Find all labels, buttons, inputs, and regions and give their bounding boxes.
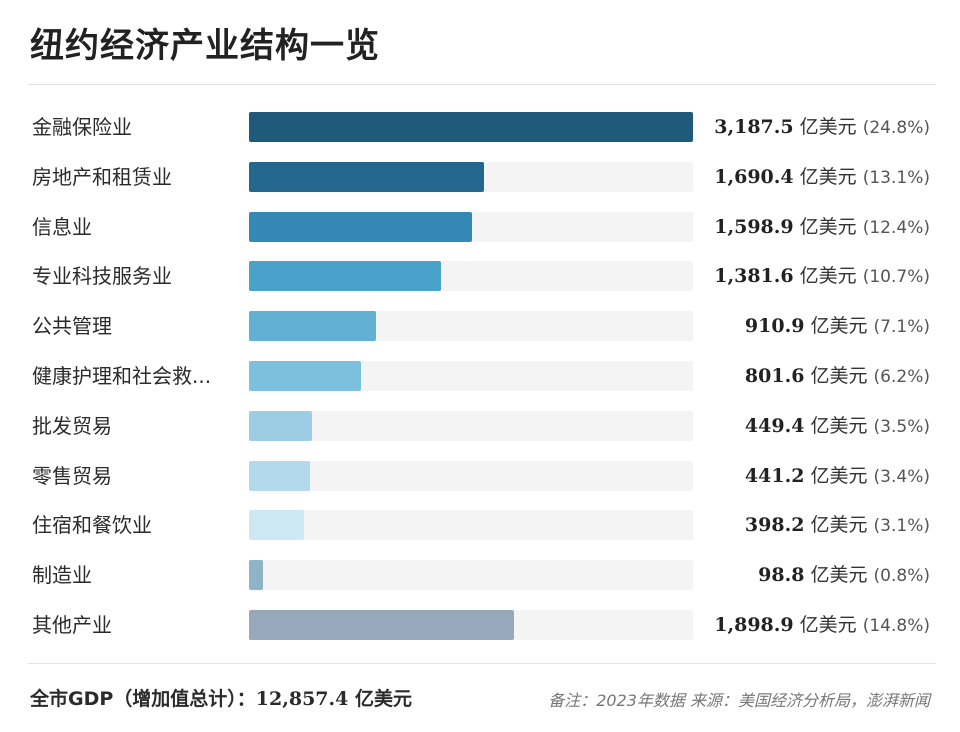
- value-percent: (14.8%): [862, 616, 930, 636]
- bar-track: [249, 161, 693, 192]
- chart-title: 纽约经济产业结构一览: [30, 26, 380, 66]
- bar-row: 其他产业 1,898.9 亿美元 (14.8%): [0, 610, 960, 640]
- bar: [249, 261, 442, 292]
- gdp-total-unit: 亿美元: [348, 688, 412, 710]
- category-label: 批发贸易: [32, 413, 112, 438]
- bar-track: [249, 211, 693, 242]
- category-label: 制造业: [32, 563, 92, 588]
- bar: [249, 510, 305, 541]
- bar-row: 制造业 98.8 亿美元 (0.8%): [0, 560, 960, 591]
- value-percent: (3.5%): [873, 416, 930, 437]
- value-unit: 亿美元: [799, 116, 857, 138]
- value-unit: 亿美元: [799, 215, 857, 238]
- value-label: 3,187.5 亿美元 (24.8%): [714, 112, 930, 142]
- bar: [249, 610, 514, 640]
- bar-track: [249, 410, 693, 441]
- value-number: 910.9: [744, 315, 805, 338]
- bar: [249, 361, 361, 391]
- value-label: 1,381.6 亿美元 (10.7%): [714, 261, 930, 291]
- bar-row: 专业科技服务业 1,381.6 亿美元 (10.7%): [0, 261, 960, 292]
- bar-row: 零售贸易 441.2 亿美元 (3.4%): [0, 460, 960, 491]
- value-unit: 亿美元: [810, 464, 868, 487]
- value-label: 441.2 亿美元 (3.4%): [745, 461, 930, 491]
- bar: [249, 460, 311, 491]
- value-percent: (0.8%): [873, 566, 930, 587]
- bar-row: 公共管理 910.9 亿美元 (7.1%): [0, 311, 960, 342]
- value-label: 910.9 亿美元 (7.1%): [745, 311, 930, 341]
- value-number: 98.8: [758, 564, 805, 587]
- category-label: 专业科技服务业: [32, 264, 172, 289]
- source-note: 备注：2023年数据 来源：美国经济分析局，澎湃新闻: [548, 691, 930, 710]
- category-label: 房地产和租赁业: [32, 164, 172, 189]
- bar-track: [249, 510, 693, 541]
- bar-track: [249, 112, 693, 142]
- value-label: 398.2 亿美元 (3.1%): [745, 510, 930, 540]
- value-number: 1,898.9: [714, 614, 794, 636]
- top-divider: [28, 84, 936, 85]
- value-percent: (7.1%): [873, 317, 930, 338]
- value-unit: 亿美元: [799, 165, 857, 188]
- gdp-total-value: 12,857.4: [255, 688, 349, 710]
- bar-row: 房地产和租赁业 1,690.4 亿美元 (13.1%): [0, 161, 960, 192]
- category-label: 信息业: [32, 214, 92, 239]
- category-label: 金融保险业: [32, 115, 132, 139]
- value-percent: (3.4%): [873, 466, 930, 487]
- bar-row: 健康护理和社会救... 801.6 亿美元 (6.2%): [0, 361, 960, 391]
- category-label: 住宿和餐饮业: [32, 513, 152, 538]
- value-label: 1,898.9 亿美元 (14.8%): [714, 610, 930, 640]
- bar-track: [249, 311, 693, 342]
- value-label: 801.6 亿美元 (6.2%): [745, 361, 930, 391]
- value-unit: 亿美元: [810, 365, 868, 387]
- value-unit: 亿美元: [810, 564, 868, 587]
- value-number: 1,598.9: [714, 215, 794, 238]
- bottom-divider: [28, 663, 936, 664]
- bar-row: 批发贸易 449.4 亿美元 (3.5%): [0, 410, 960, 441]
- category-label: 健康护理和社会救...: [32, 364, 212, 388]
- value-label: 449.4 亿美元 (3.5%): [745, 411, 930, 441]
- gdp-total-label: 全市GDP（增加值总计）：: [30, 688, 256, 710]
- value-percent: (24.8%): [862, 118, 930, 138]
- category-label: 公共管理: [32, 314, 112, 339]
- category-label: 其他产业: [32, 613, 112, 637]
- bar: [249, 410, 312, 441]
- value-label: 1,690.4 亿美元 (13.1%): [714, 162, 930, 192]
- value-unit: 亿美元: [799, 265, 857, 288]
- value-percent: (10.7%): [862, 267, 930, 288]
- value-percent: (13.1%): [862, 167, 930, 188]
- value-number: 441.2: [744, 464, 805, 487]
- bar: [249, 161, 485, 192]
- value-number: 801.6: [744, 365, 805, 387]
- value-label: 98.8 亿美元 (0.8%): [758, 560, 930, 590]
- bar-track: [249, 261, 693, 292]
- value-percent: (6.2%): [873, 367, 930, 387]
- bar-row: 住宿和餐饮业 398.2 亿美元 (3.1%): [0, 510, 960, 541]
- value-unit: 亿美元: [810, 315, 868, 338]
- value-number: 398.2: [744, 514, 805, 537]
- bar-row: 信息业 1,598.9 亿美元 (12.4%): [0, 211, 960, 242]
- bar-track: [249, 560, 693, 591]
- bar-track: [249, 610, 693, 640]
- value-number: 1,690.4: [714, 165, 794, 188]
- bar: [249, 560, 263, 591]
- value-percent: (12.4%): [862, 217, 930, 238]
- value-unit: 亿美元: [810, 514, 868, 537]
- value-unit: 亿美元: [799, 614, 857, 636]
- gdp-total: 全市GDP（增加值总计）：12,857.4 亿美元: [30, 684, 412, 711]
- category-label: 零售贸易: [32, 463, 112, 488]
- bar: [249, 112, 693, 142]
- bar-track: [249, 460, 693, 491]
- value-unit: 亿美元: [810, 414, 868, 437]
- value-number: 3,187.5: [714, 116, 794, 138]
- bar: [249, 311, 376, 342]
- bar: [249, 211, 472, 242]
- bar-track: [249, 361, 693, 391]
- bar-row: 金融保险业 3,187.5 亿美元 (24.8%): [0, 112, 960, 142]
- value-number: 1,381.6: [714, 265, 794, 288]
- value-label: 1,598.9 亿美元 (12.4%): [714, 212, 930, 242]
- value-percent: (3.1%): [873, 516, 930, 537]
- value-number: 449.4: [744, 414, 805, 437]
